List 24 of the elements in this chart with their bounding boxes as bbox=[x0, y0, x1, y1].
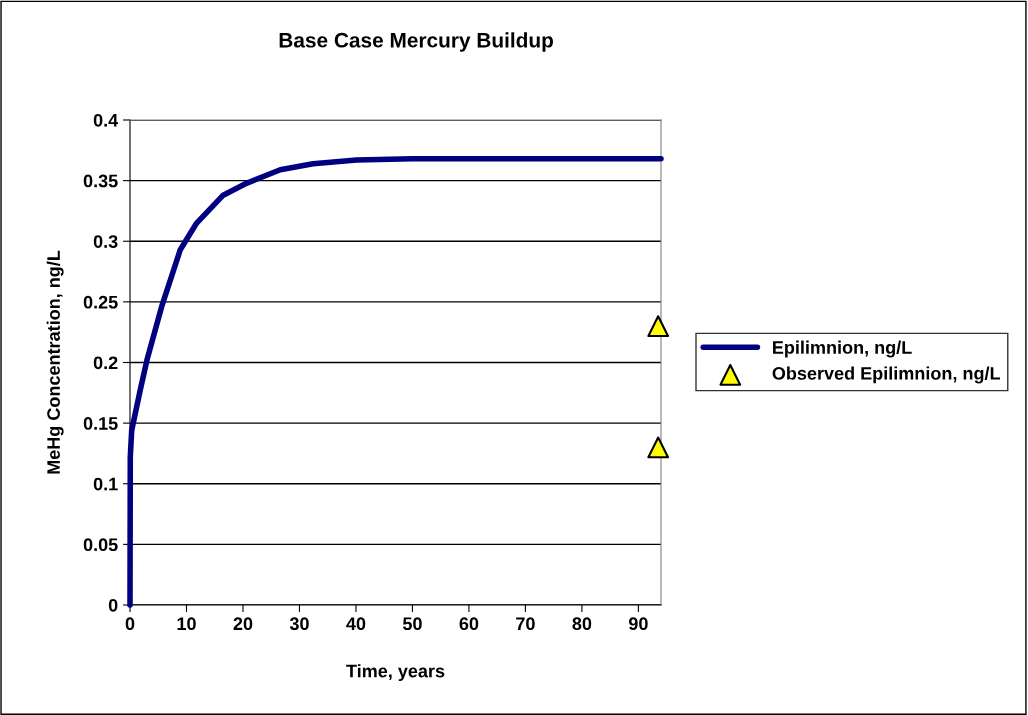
legend-label: Observed Epilimnion, ng/L bbox=[772, 366, 1001, 384]
x-tick-label: 80 bbox=[572, 617, 592, 631]
legend-label: Epilimnion, ng/L bbox=[773, 340, 912, 358]
x-tick-label: 10 bbox=[177, 617, 196, 631]
y-tick-label: 0 bbox=[108, 598, 118, 612]
y-tick-label: 0.3 bbox=[93, 235, 118, 248]
x-tick-label: 50 bbox=[402, 617, 422, 631]
y-tick-label: 0.05 bbox=[83, 538, 118, 552]
chart-title: Base Case Mercury Buildup bbox=[279, 32, 553, 52]
x-tick-label: 0 bbox=[125, 617, 135, 631]
y-tick-label: 0.25 bbox=[83, 295, 118, 309]
x-tick-label: 70 bbox=[516, 617, 535, 631]
x-tick-label: 40 bbox=[346, 617, 366, 631]
x-tick-label: 90 bbox=[628, 617, 648, 631]
y-tick-label: 0.1 bbox=[93, 477, 118, 491]
y-tick-label: 0.15 bbox=[83, 417, 118, 430]
x-axis-title: Time, years bbox=[346, 664, 445, 682]
x-tick-label: 30 bbox=[289, 617, 309, 631]
y-tick-label: 0.2 bbox=[93, 356, 118, 370]
y-tick-label: 0.35 bbox=[83, 174, 118, 188]
y-tick-label: 0.4 bbox=[93, 113, 119, 127]
y-axis-title: MeHg Concentration, ng/L bbox=[46, 250, 64, 474]
x-tick-label: 20 bbox=[233, 617, 253, 631]
x-tick-label: 60 bbox=[459, 617, 479, 631]
